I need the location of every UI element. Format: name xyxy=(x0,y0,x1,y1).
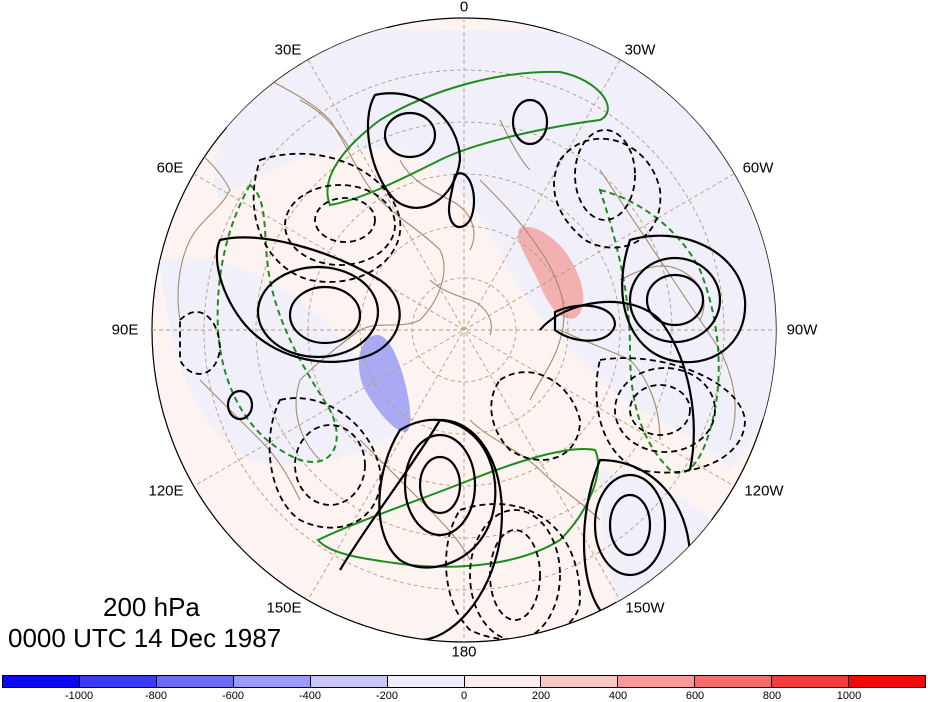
longitude-label-0: 0 xyxy=(459,0,469,16)
longitude-label-90w: 90W xyxy=(786,321,818,339)
weak-negative-anomaly-south xyxy=(600,470,730,620)
colorbar-tick-label: 600 xyxy=(685,690,705,702)
jet-contour-solid-north xyxy=(326,70,609,207)
longitude-label-60w: 60W xyxy=(742,159,774,177)
colorbar-segment xyxy=(618,676,696,687)
colorbar-segment xyxy=(541,676,619,687)
colorbar-tick-label: -400 xyxy=(298,690,322,702)
longitude-label-150e: 150E xyxy=(266,599,302,617)
colorbar-segment xyxy=(156,676,234,687)
longitude-label-30e: 30E xyxy=(274,41,302,59)
map-disk xyxy=(151,17,777,643)
colorbar-tick-label: 800 xyxy=(762,690,782,702)
positive-anomaly-patch xyxy=(518,226,584,319)
jet-contour-dashed-east xyxy=(598,188,720,475)
colorbar-segment xyxy=(849,676,926,687)
colorbar-segment xyxy=(387,676,465,687)
longitude-label-60e: 60E xyxy=(156,159,184,177)
longitude-label-150w: 150W xyxy=(625,599,665,617)
colorbar-tick-label: 1000 xyxy=(836,690,862,702)
pressure-level-label: 200 hPa xyxy=(103,592,200,622)
colorbar-segment xyxy=(3,676,80,687)
colorbar xyxy=(2,675,926,688)
colorbar-tick-label: -200 xyxy=(375,690,399,702)
colorbar-segment xyxy=(233,676,311,687)
longitude-label-30w: 30W xyxy=(624,41,656,59)
jet-contour-dashed-west xyxy=(216,183,338,463)
colorbar-segment xyxy=(464,676,542,687)
colorbar-segment xyxy=(79,676,157,687)
colorbar-tick-label: 0 xyxy=(460,690,468,702)
colorbar-tick-label: 200 xyxy=(531,690,551,702)
colorbar-segment xyxy=(772,676,850,687)
colorbar-segment xyxy=(695,676,773,687)
weak-negative-anomaly-region xyxy=(214,20,776,470)
longitude-label-90e: 90E xyxy=(111,321,139,339)
colorbar-tick-label: -1000 xyxy=(64,690,94,702)
colorbar-segment xyxy=(310,676,388,687)
valid-time-label: 0000 UTC 14 Dec 1987 xyxy=(8,623,282,653)
longitude-label-180: 180 xyxy=(451,643,477,661)
colorbar-tick-label: -800 xyxy=(144,690,168,702)
colorbar-tick-label: 400 xyxy=(608,690,628,702)
longitude-label-120w: 120W xyxy=(744,482,784,500)
longitude-label-120e: 120E xyxy=(148,482,184,500)
colorbar-tick-label: -600 xyxy=(221,690,245,702)
negative-anomaly-patch xyxy=(358,334,411,432)
